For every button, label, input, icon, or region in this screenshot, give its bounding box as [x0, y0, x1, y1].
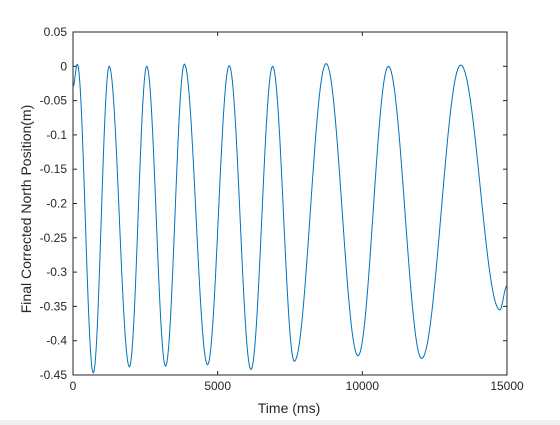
x-tick-label: 15000 [490, 379, 524, 393]
y-tick-label: -0.35 [40, 299, 68, 313]
series-line [72, 62, 508, 374]
x-axis-label: Time (ms) [258, 400, 320, 416]
y-tick-label: 0.05 [44, 25, 68, 39]
y-tick-label: -0.25 [40, 231, 68, 245]
axes-box [72, 31, 508, 376]
x-tick-label: 10000 [346, 379, 380, 393]
y-tick-label: -0.45 [40, 368, 68, 382]
y-tick-label: -0.05 [40, 94, 68, 108]
plot-area: 0.05 0 -0.05 -0.1 -0.15 -0.2 -0.25 -0.3 -0.35 -0.… [40, 25, 524, 393]
y-tick-label: -0.1 [46, 128, 67, 142]
y-axis-label: Final Corrected North Position(m) [18, 105, 34, 314]
y-tick-label: -0.4 [46, 334, 67, 348]
y-tick-label: -0.15 [40, 162, 68, 176]
y-tick-label: 0 [60, 59, 67, 73]
y-tick-label: -0.3 [46, 265, 67, 279]
y-tick-label: -0.2 [46, 197, 67, 211]
x-tick-label: 5000 [204, 379, 231, 393]
x-tick-label: 0 [70, 379, 77, 393]
